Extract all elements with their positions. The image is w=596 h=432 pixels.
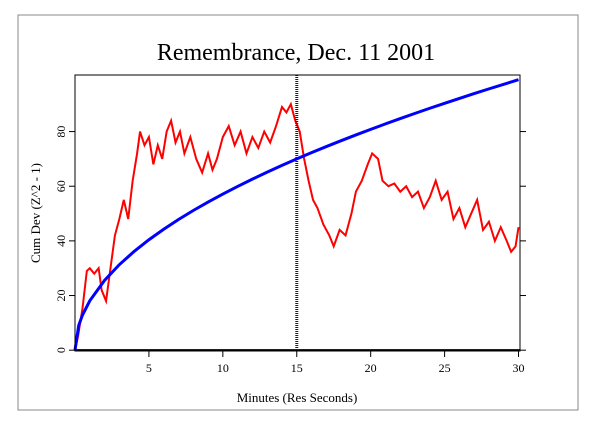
x-tick-label: 5 [146,361,152,375]
x-tick-label: 10 [217,361,229,375]
y-tick-label: 0 [54,347,68,353]
y-axis-label: Cum Dev (Z^2 - 1) [28,163,43,263]
outer-frame [17,14,579,411]
chart-title: Remembrance, Dec. 11 2001 [157,40,435,66]
x-tick-label: 15 [291,361,303,375]
y-tick-label: 60 [54,180,68,192]
data-line [73,78,519,351]
x-tick-label: 20 [365,361,377,375]
x-axis-label: Minutes (Res Seconds) [237,390,358,405]
data-line [74,101,520,351]
y-tick-label: 80 [54,126,68,138]
y-tick-label: 20 [54,290,68,302]
plot-frame [74,74,521,352]
y-tick-label: 40 [54,235,68,247]
x-tick-label: 30 [513,361,525,375]
x-tick-label: 25 [439,361,451,375]
